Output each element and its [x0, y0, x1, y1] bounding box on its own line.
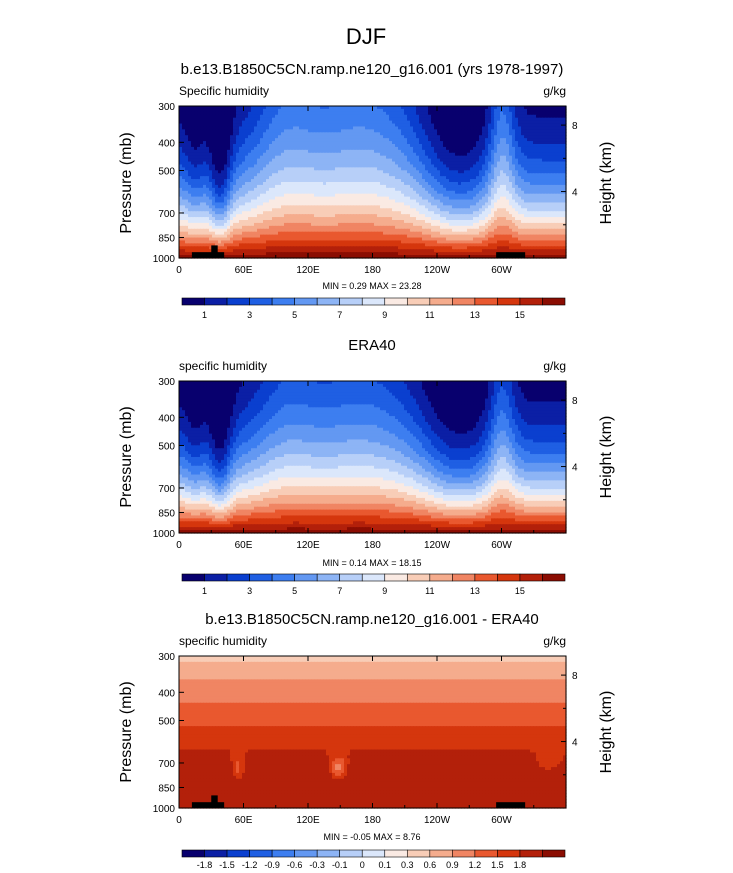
- panel-1-units-label: g/kg: [543, 84, 566, 98]
- figure: DJF b.e13.B1850C5CN.ramp.ne120_g16.001 (…: [0, 0, 733, 873]
- panel-1-plot-area: [179, 106, 567, 259]
- panel-1-title: b.e13.B1850C5CN.ramp.ne120_g16.001 (yrs …: [181, 61, 564, 78]
- panel-1: b.e13.B1850C5CN.ramp.ne120_g16.001 (yrs …: [118, 61, 615, 320]
- figure-title: DJF: [346, 24, 386, 49]
- panel-1-variable-label: Specific humidity: [179, 84, 269, 98]
